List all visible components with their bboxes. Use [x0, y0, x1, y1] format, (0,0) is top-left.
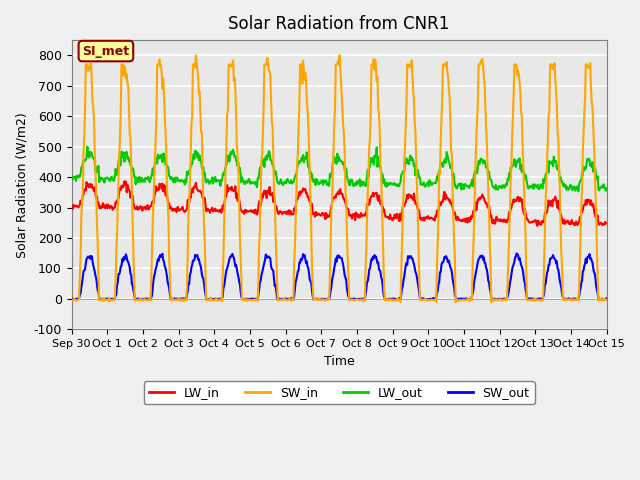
Y-axis label: Solar Radiation (W/m2): Solar Radiation (W/m2)	[15, 112, 28, 258]
X-axis label: Time: Time	[324, 355, 355, 368]
Text: SI_met: SI_met	[83, 45, 129, 58]
Title: Solar Radiation from CNR1: Solar Radiation from CNR1	[228, 15, 450, 33]
Legend: LW_in, SW_in, LW_out, SW_out: LW_in, SW_in, LW_out, SW_out	[144, 381, 534, 404]
